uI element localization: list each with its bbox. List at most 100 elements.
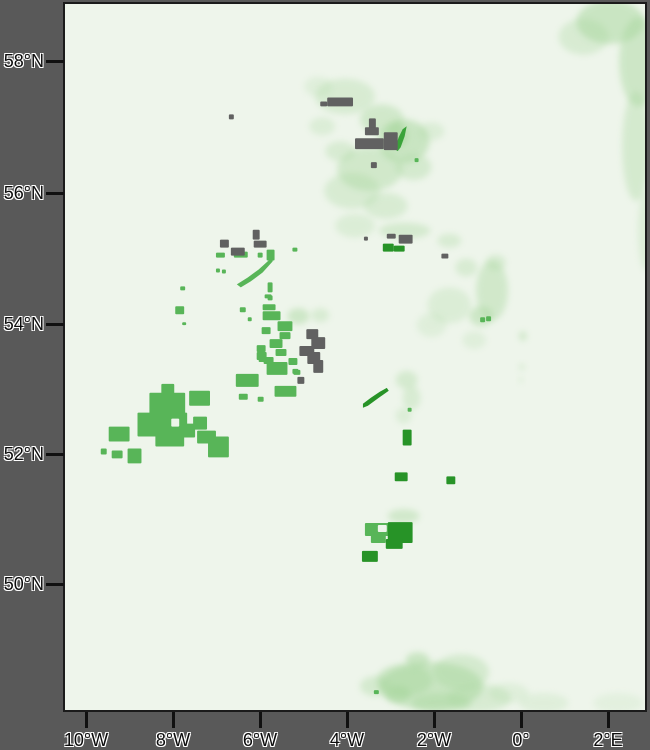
- light-green-wash-patch: [405, 652, 430, 669]
- light-green-wash-patch: [311, 308, 330, 323]
- light-green-wash-patch: [518, 331, 527, 342]
- lon-tick-mark: [172, 712, 175, 728]
- lon-tick-mark: [607, 712, 610, 728]
- light-green-wash-patch: [309, 117, 336, 136]
- lat-tick-mark: [46, 453, 64, 456]
- dark-green-data-patch: [382, 243, 394, 252]
- light-green-wash-patch: [462, 331, 487, 350]
- green-data-patch: [277, 321, 293, 332]
- lon-tick-label: 2°W: [416, 730, 452, 750]
- green-data-patch: [262, 311, 281, 321]
- green-data-patch: [108, 426, 130, 442]
- gray-data-patch: [398, 234, 413, 244]
- light-green-wash-patch: [395, 154, 432, 181]
- lon-tick-mark: [520, 712, 523, 728]
- light-green-wash-patch: [363, 192, 408, 219]
- light-green-wash-patch: [315, 78, 375, 115]
- light-green-wash-patch: [384, 686, 411, 703]
- lon-tick-mark: [85, 712, 88, 728]
- green-data-patch: [373, 690, 379, 695]
- dark-green-data-patch: [385, 538, 403, 549]
- green-patch-layer: [100, 158, 492, 695]
- green-data-patch: [261, 327, 271, 335]
- light-green-wash-patch: [455, 258, 478, 277]
- light-green-wash-patch: [416, 313, 447, 338]
- light-green-wash-patch: [622, 91, 645, 201]
- gray-data-patch: [363, 236, 368, 241]
- gray-data-patch: [441, 253, 449, 259]
- light-green-wash-patch: [395, 407, 412, 424]
- gray-data-patch: [320, 101, 328, 107]
- green-data-patch: [292, 368, 299, 374]
- dark-data-polygon: [362, 387, 389, 408]
- light-green-wash-patch: [324, 173, 380, 209]
- lon-tick-label: 8°W: [155, 730, 191, 750]
- green-data-patch: [247, 317, 252, 322]
- gray-data-patch: [228, 114, 234, 120]
- gray-data-patch: [297, 376, 305, 384]
- light-green-wash-patch: [427, 287, 472, 324]
- green-data-patch: [238, 393, 248, 400]
- green-data-patch: [100, 448, 107, 455]
- gray-data-patch: [355, 138, 384, 150]
- green-data-patch: [111, 450, 123, 459]
- light-green-wash-patch: [518, 376, 523, 383]
- green-data-patch: [239, 307, 246, 313]
- lat-tick-label: 58°N: [3, 51, 44, 71]
- green-data-patch: [370, 534, 386, 543]
- green-data-patch: [292, 247, 298, 252]
- gray-data-patch: [383, 132, 398, 151]
- dark-green-data-patch: [393, 245, 405, 252]
- lon-tick-label: 2°E: [593, 730, 623, 750]
- green-data-patch: [486, 316, 492, 322]
- green-data-patch: [173, 423, 196, 438]
- dark-green-data-patch: [361, 550, 378, 562]
- light-green-wash-patch: [433, 654, 490, 691]
- lat-tick-label: 54°N: [3, 314, 44, 334]
- green-data-patch: [274, 385, 297, 397]
- light-green-wash-patch: [287, 308, 310, 325]
- lat-tick-label: 52°N: [3, 444, 44, 464]
- lon-tick-mark: [259, 712, 262, 728]
- light-green-wash-patch: [411, 693, 472, 710]
- lon-tick-label: 4°W: [329, 730, 365, 750]
- gray-data-patch: [386, 233, 396, 239]
- light-green-wash-patch: [335, 213, 375, 238]
- lon-tick-label: 10°W: [63, 730, 109, 750]
- green-data-patch: [267, 282, 273, 293]
- lat-tick-mark: [46, 60, 64, 63]
- background-hole: [377, 525, 387, 533]
- green-data-patch: [221, 269, 226, 274]
- green-data-patch: [266, 361, 288, 375]
- green-data-patch: [407, 407, 412, 412]
- model-wash-layer: [287, 4, 645, 710]
- gray-data-patch: [219, 239, 229, 248]
- light-green-wash-patch: [395, 370, 418, 389]
- green-data-patch: [235, 373, 259, 387]
- light-green-wash-patch: [518, 693, 569, 710]
- gray-data-patch: [368, 118, 376, 129]
- dark-green-data-patch: [387, 522, 413, 543]
- green-data-patch: [193, 416, 208, 430]
- gray-data-patch: [311, 337, 326, 350]
- background-hole-layer: [171, 418, 387, 533]
- gray-data-patch: [230, 247, 245, 256]
- lon-tick-mark: [433, 712, 436, 728]
- green-data-patch: [257, 396, 264, 402]
- green-data-patch: [262, 304, 276, 311]
- dark-green-data-patch: [402, 429, 412, 446]
- green-data-patch: [258, 356, 265, 362]
- green-data-patch: [256, 345, 266, 353]
- green-data-patch: [182, 322, 187, 326]
- map-plot-area: [63, 2, 647, 712]
- light-green-wash-patch: [402, 385, 421, 410]
- light-green-wash-patch: [486, 254, 506, 271]
- map-canvas: [100, 4, 645, 710]
- lat-tick-label: 50°N: [3, 574, 44, 594]
- lon-tick-label: 0°: [512, 730, 530, 750]
- green-data-patch: [215, 268, 220, 273]
- light-green-wash-patch: [518, 363, 525, 370]
- light-green-wash-patch: [476, 260, 508, 321]
- gray-data-patch: [313, 359, 324, 373]
